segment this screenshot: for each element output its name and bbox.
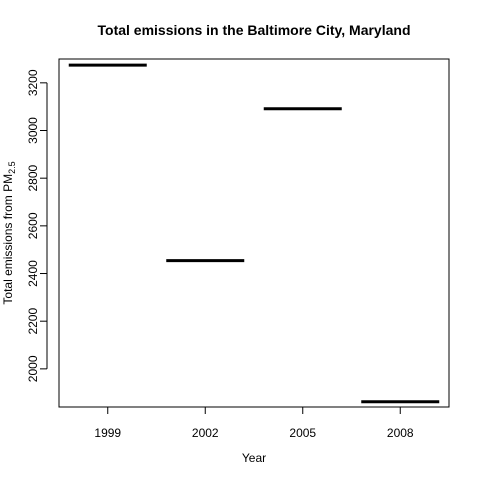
x-tick-label: 2002 <box>192 426 219 440</box>
x-tick-label: 2005 <box>289 426 316 440</box>
x-tick-label: 1999 <box>94 426 121 440</box>
y-axis-label-subscript: 2.5 <box>7 161 17 174</box>
y-tick-label: 2200 <box>26 308 40 335</box>
plot-frame <box>58 58 450 408</box>
y-tick-label: 2400 <box>26 260 40 287</box>
x-axis: 1999 2002 2005 2008 <box>94 406 414 440</box>
y-tick-label: 2800 <box>26 165 40 192</box>
x-axis-label: Year <box>242 451 266 465</box>
chart-title: Total emissions in the Baltimore City, M… <box>98 22 411 38</box>
y-axis-label-main: Total emissions from PM <box>1 174 15 305</box>
x-tick-label: 2008 <box>387 426 414 440</box>
y-tick-label: 2000 <box>26 355 40 382</box>
data-marks <box>68 63 440 404</box>
y-tick-label: 2600 <box>26 212 40 239</box>
y-axis-label: Total emissions from PM2.5 <box>1 161 17 304</box>
y-axis: 2000 2200 2400 2600 2800 3000 3200 <box>26 69 48 382</box>
y-tick-label: 3200 <box>26 69 40 96</box>
y-tick-label: 3000 <box>26 117 40 144</box>
